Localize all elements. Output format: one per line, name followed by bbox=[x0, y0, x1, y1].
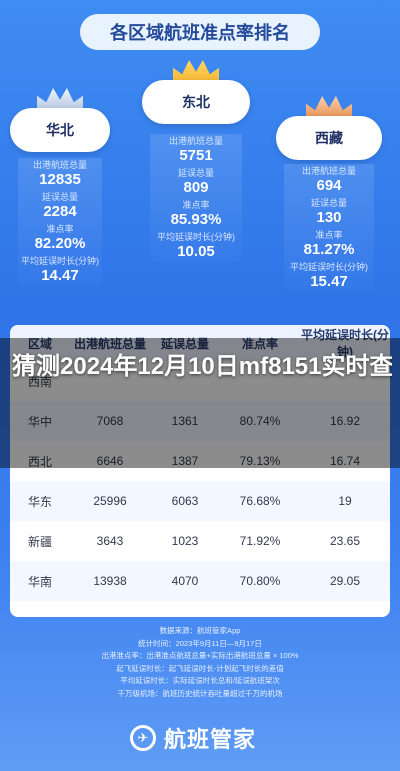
stat-value: 130 bbox=[316, 209, 342, 226]
table-cell: 西南 bbox=[27, 374, 52, 389]
footnote-line: 起飞延误时长：起飞延误时长-计划起飞时长的差值 bbox=[116, 663, 284, 673]
table-cell: 79.13% bbox=[239, 454, 281, 468]
headline-overlay bbox=[0, 338, 400, 468]
stat-value: 81.27% bbox=[303, 241, 355, 258]
stat-value: 5751 bbox=[179, 147, 213, 164]
column-header: 准点率 bbox=[241, 336, 278, 351]
table-cell: 25996 bbox=[93, 494, 127, 508]
stat-label: 平均延误时长(分钟) bbox=[21, 256, 99, 266]
table-row: 西南 bbox=[10, 361, 390, 401]
stat-value: 10.05 bbox=[177, 243, 215, 260]
stat-label: 平均延误时长(分钟) bbox=[157, 232, 235, 242]
table-cell: 1023 bbox=[171, 534, 199, 548]
table-cell: 4070 bbox=[171, 574, 199, 588]
stat-label: 出港航班总量 bbox=[301, 166, 356, 176]
table-cell: 华中 bbox=[27, 414, 52, 429]
page-title-text: 各区域航班准点率排名 bbox=[110, 23, 290, 43]
region-name: 东北 bbox=[182, 94, 210, 110]
table-cell: 西北 bbox=[27, 454, 52, 469]
table-header: 区域 出港航班总量 延误总量 准点率 平均延误时长(分钟) bbox=[10, 325, 390, 361]
stat-value: 82.20% bbox=[34, 235, 86, 252]
table-cell: 19 bbox=[338, 494, 352, 508]
table-cell: 1387 bbox=[171, 454, 199, 468]
region-name: 西藏 bbox=[315, 130, 343, 146]
table-row: 西北 6646 1387 79.13% 16.74 bbox=[10, 441, 390, 481]
stat-value: 12835 bbox=[39, 171, 81, 188]
stat-label: 准点率 bbox=[315, 230, 343, 240]
stat-value: 15.47 bbox=[310, 273, 348, 290]
stat-label: 出港航班总量 bbox=[32, 160, 87, 170]
region-pill: 华北 bbox=[10, 108, 110, 152]
table-cell: 23.65 bbox=[329, 534, 361, 548]
region-stats: 出港航班总量 5751 延误总量 809 准点率 85.93% 平均延误时长(分… bbox=[150, 134, 242, 262]
stat-label: 出港航班总量 bbox=[168, 136, 223, 146]
table-cell: 华东 bbox=[27, 494, 52, 509]
podium-card-huabei: 华北 出港航班总量 12835 延误总量 2284 准点率 82.20% 平均延… bbox=[10, 88, 110, 318]
table-cell: 华南 bbox=[27, 574, 52, 589]
stat-value: 14.47 bbox=[41, 267, 79, 284]
stat-label: 平均延误时长(分钟) bbox=[290, 262, 368, 272]
table-cell: 3643 bbox=[96, 534, 124, 548]
stat-value: 85.93% bbox=[170, 211, 222, 228]
page-title: 各区域航班准点率排名 bbox=[80, 14, 320, 50]
table-row: 华南 13938 4070 70.80% 29.05 bbox=[10, 561, 390, 601]
region-name: 华北 bbox=[46, 122, 74, 138]
region-pill: 西藏 bbox=[276, 116, 382, 160]
stat-value: 694 bbox=[316, 177, 342, 194]
table-cell: 76.68% bbox=[239, 494, 281, 508]
table-cell: 7068 bbox=[96, 414, 124, 428]
stat-label: 准点率 bbox=[46, 224, 74, 234]
stat-label: 准点率 bbox=[182, 200, 210, 210]
region-pill: 东北 bbox=[142, 80, 250, 124]
footnote-line: 平均延误时长：实际延误时长总和/延误航班架次 bbox=[120, 676, 280, 685]
stat-value: 809 bbox=[183, 179, 209, 196]
table-cell: 1361 bbox=[171, 414, 199, 428]
stat-value: 2284 bbox=[43, 203, 77, 220]
table-cell: 13938 bbox=[93, 574, 127, 588]
brand-logo: ✈ 航班管家 bbox=[130, 722, 256, 754]
stat-label: 延误总量 bbox=[41, 192, 78, 202]
table-row: 华东 25996 6063 76.68% 19 bbox=[10, 481, 390, 521]
headline-text[interactable]: 猜测2024年12月10日mf8151实时查询，揭 bbox=[12, 353, 392, 380]
footnote-line: 统计时间：2023年9月11日—9月17日 bbox=[138, 638, 262, 648]
column-header: 延误总量 bbox=[160, 336, 209, 351]
table-cell: 新疆 bbox=[27, 534, 52, 549]
table-cell: 71.92% bbox=[239, 534, 281, 548]
footnote-line: 千万级机场：航班历史统计吞吐量超过千万的机场 bbox=[117, 688, 283, 698]
region-stats: 出港航班总量 12835 延误总量 2284 准点率 82.20% 平均延误时长… bbox=[18, 158, 102, 286]
stat-label: 延误总量 bbox=[310, 198, 347, 208]
footnotes: 数据来源：航班管家App 统计时间：2023年9月11日—9月17日 出港准点率… bbox=[0, 625, 400, 700]
region-stats: 出港航班总量 694 延误总量 130 准点率 81.27% 平均延误时长(分钟… bbox=[284, 164, 374, 292]
footnote-line: 数据来源：航班管家App bbox=[159, 626, 241, 635]
podium-card-dongbei: 东北 出港航班总量 5751 延误总量 809 准点率 85.93% 平均延误时… bbox=[142, 60, 250, 320]
brand-name: 航班管家 bbox=[164, 727, 257, 752]
table-cell: 29.05 bbox=[329, 574, 361, 588]
table-row: 华中 7068 1361 80.74% 16.92 bbox=[10, 401, 390, 441]
column-header: 平均延误时长(分钟) bbox=[301, 328, 389, 359]
table-cell: 6646 bbox=[96, 454, 124, 468]
column-header: 出港航班总量 bbox=[73, 336, 146, 351]
ranking-table: 区域 出港航班总量 延误总量 准点率 平均延误时长(分钟) 西南 华中 7068… bbox=[10, 325, 390, 617]
footnote-line: 出港准点率：出港准点航班总量+实际出港航班总量 × 100% bbox=[101, 651, 299, 660]
column-header: 区域 bbox=[27, 336, 52, 351]
plane-icon: ✈ bbox=[130, 725, 156, 751]
table-cell: 70.80% bbox=[239, 574, 281, 588]
table-cell: 16.74 bbox=[329, 454, 361, 468]
podium-card-xizang: 西藏 出港航班总量 694 延误总量 130 准点率 81.27% 平均延误时长… bbox=[276, 96, 382, 318]
table-cell: 6063 bbox=[171, 494, 199, 508]
stat-label: 延误总量 bbox=[177, 168, 214, 178]
table-row: 新疆 3643 1023 71.92% 23.65 bbox=[10, 521, 390, 561]
table-cell: 80.74% bbox=[239, 414, 281, 428]
table-cell: 16.92 bbox=[329, 414, 361, 428]
